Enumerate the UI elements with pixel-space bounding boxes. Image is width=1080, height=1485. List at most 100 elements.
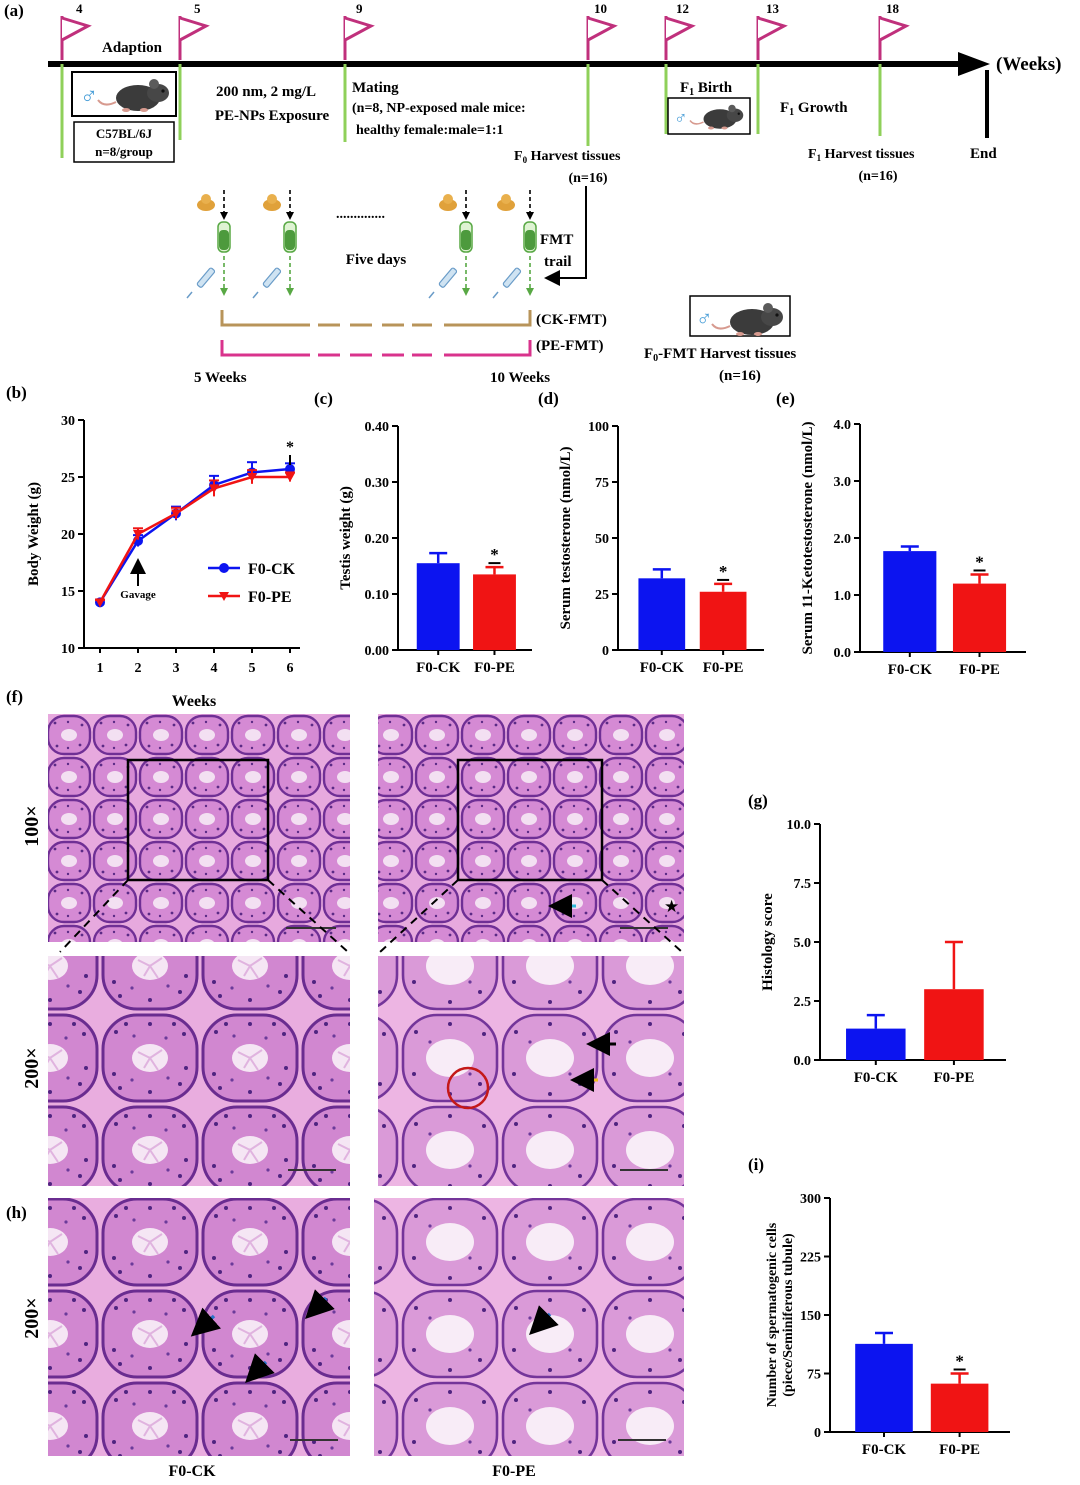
zoom-box-pe: [456, 758, 604, 882]
y-tick-label: 100: [588, 420, 609, 435]
x-tick-label: F0-CK: [888, 662, 932, 678]
panel-label-g: (g): [748, 791, 768, 810]
x-tick-label: F0-PE: [703, 660, 744, 676]
bar-f0-ck: [883, 551, 937, 652]
exposure-line-1: 200 nm, 2 mg/L: [216, 84, 316, 100]
y-tick-label: 30: [61, 414, 75, 429]
y-tick-label: 15: [61, 585, 75, 600]
bar-f0-pe: [924, 989, 984, 1060]
week-9: 9: [356, 1, 363, 16]
panel-a: (a) (Weeks) 4 5 9 10 12 13 18 Adaption: [4, 1, 1061, 386]
x-axis-label: Weeks: [172, 693, 216, 710]
panel-label-b: (b): [6, 383, 27, 402]
data-point-f0-pe: [247, 473, 257, 482]
panel-label-h: (h): [6, 1203, 27, 1222]
y-tick-label: 0.0: [794, 1054, 812, 1069]
panel-label-e: (e): [776, 389, 795, 408]
star-icon: ★: [664, 897, 679, 916]
bar-f0-pe: [699, 591, 747, 650]
x-tick-label: 1: [97, 661, 104, 676]
y-tick-label: 300: [800, 1192, 821, 1207]
male-symbol-icon: ♂: [674, 108, 688, 128]
mating-line-2: healthy female:male=1:1: [356, 123, 504, 138]
week-10: 10: [594, 1, 607, 16]
pe-fmt-bracket: [220, 340, 532, 357]
y-axis-label: Serum 11-Ketotestosterone (nmol/L): [800, 421, 816, 654]
timeline-arrowhead: [958, 52, 990, 76]
fmt-trail-arrow: [544, 186, 587, 286]
chart-serum-testosterone: 0 25 50 75 100 F0-CK F0-PE * Serum testosterone …: [558, 420, 764, 676]
y-tick-label: 0.40: [365, 420, 390, 435]
week-flags: [60, 14, 908, 62]
bar-f0-ck: [855, 1343, 913, 1432]
panel-f: (f) 100× 200× ★: [6, 687, 684, 1186]
x-tick-label: 4: [211, 661, 218, 676]
mag-100-label: 100×: [21, 805, 43, 846]
mag-200-label-h: 200×: [21, 1297, 43, 1338]
fmt-harvest-n: (n=16): [719, 368, 761, 384]
y-axis-label: Serum testosterone (nmol/L): [558, 446, 574, 629]
y-tick-label: 7.5: [794, 877, 812, 892]
y-tick-label: 50: [595, 532, 609, 547]
week-4: 4: [76, 1, 83, 16]
y-tick-label: 10: [61, 642, 75, 657]
legend-marker: [219, 592, 229, 601]
y-tick-label: 0.0: [834, 646, 852, 661]
x-tick-label: F0-CK: [416, 660, 460, 676]
panel-label-a: (a): [4, 1, 24, 20]
x-tick-label: F0-CK: [862, 1442, 906, 1458]
significance-marker: *: [719, 562, 728, 581]
red-circle-marker: [446, 1066, 490, 1110]
f0-harvest-n: (n=16): [568, 171, 607, 186]
fmt-harvest-label: F0-FMT Harvest tissues: [644, 346, 796, 364]
male-symbol-icon: ♂: [696, 306, 713, 331]
end-label: End: [970, 146, 997, 162]
x-tick-label: F0-PE: [934, 1070, 975, 1086]
fmt-diagram: .............. Five days FMT trail (CK-F…: [186, 186, 796, 386]
group-label-ck: F0-CK: [168, 1463, 216, 1480]
bar-f0-ck: [846, 1028, 906, 1060]
panel-label-f: (f): [6, 687, 23, 706]
y-tick-label: 25: [61, 471, 75, 486]
y-axis-label: Histology score: [760, 893, 776, 991]
ck-fmt-label: (CK-FMT): [536, 312, 607, 328]
panel-h: (h) 200× F0-CK F0-PE: [6, 1198, 684, 1480]
data-point-f0-pe: [133, 530, 143, 539]
timeline-axis-label: (Weeks): [996, 54, 1061, 75]
fmt-trail-1: FMT: [540, 232, 573, 248]
micrograph-ck-100x: [48, 714, 350, 942]
micrograph-pe-h: [374, 1198, 684, 1456]
series-line-f0-pe: [98, 475, 290, 604]
bar-f0-ck: [416, 563, 460, 650]
zoom-guide: [267, 879, 349, 953]
data-point-f0-pe: [285, 473, 295, 482]
micrograph-pe-100x: [378, 714, 684, 942]
x-tick-label: 3: [173, 661, 180, 676]
x-tick-label: 2: [135, 661, 142, 676]
y-tick-label: 0.30: [365, 476, 390, 491]
micrograph-ck-200x: [48, 956, 350, 1186]
blue-arrow-icon: [529, 1305, 559, 1335]
significance-marker: *: [286, 439, 294, 456]
y-axis-label: Body Weight (g): [26, 482, 42, 586]
data-point-f0-pe: [209, 484, 219, 494]
bar-f0-ck: [638, 578, 686, 650]
y-tick-label: 2.0: [834, 532, 852, 547]
f1-growth-label: F1 Growth: [780, 100, 848, 118]
week-ticks: [60, 64, 882, 158]
y-tick-label: 0.20: [365, 532, 390, 547]
gavage-annotation: Gavage: [120, 589, 156, 601]
legend-label: F0-CK: [248, 561, 296, 578]
data-point-f0-pe: [171, 509, 181, 519]
week-5: 5: [194, 1, 201, 16]
y-tick-label: 150: [800, 1309, 821, 1324]
significance-marker: *: [975, 552, 984, 571]
zoom-guide: [601, 879, 683, 953]
x-tick-label: F0-PE: [939, 1442, 980, 1458]
ck-fmt-bracket: [220, 310, 532, 327]
fmt-dots: ..............: [336, 207, 385, 222]
strain-label: C57BL/6J: [96, 126, 153, 141]
y-axis-label: Testis weight (g): [338, 486, 354, 590]
y-tick-label: 10.0: [787, 818, 812, 833]
